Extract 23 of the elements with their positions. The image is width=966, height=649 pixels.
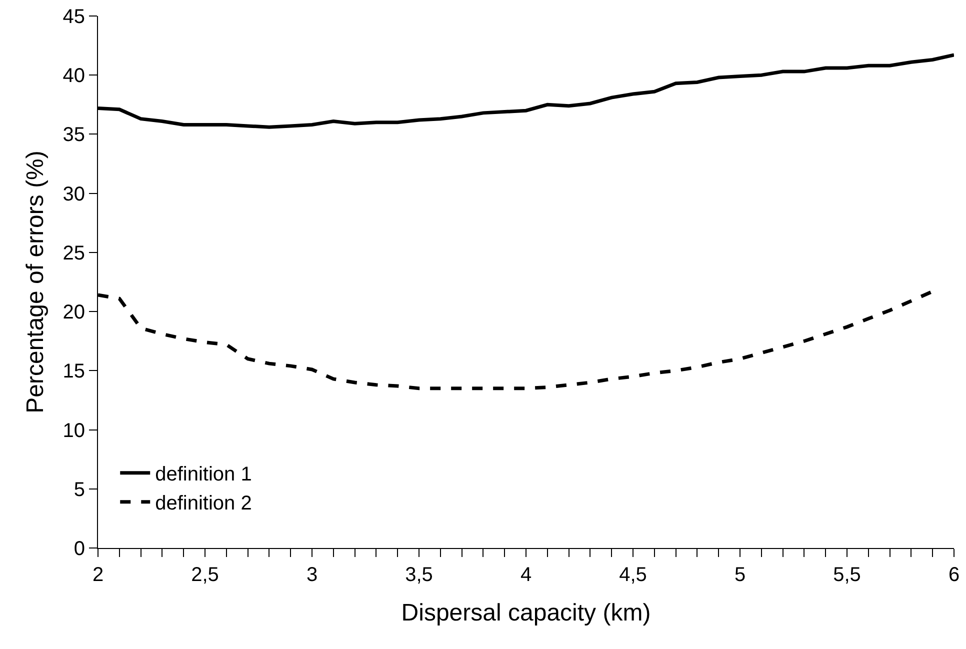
y-tick-label: 35	[62, 124, 85, 146]
y-tick-label: 25	[62, 242, 85, 264]
x-tick-label: 4,5	[619, 564, 647, 586]
y-tick-label: 0	[74, 538, 85, 560]
x-tick-label: 6	[948, 564, 960, 586]
y-tick-label: 40	[62, 65, 85, 88]
y-tick-label: 15	[62, 360, 85, 383]
y-tick-label: 10	[62, 420, 85, 442]
y-tick-label: 5	[74, 478, 85, 501]
legend-label: definition 1	[155, 464, 252, 486]
y-axis-title: Percentage of errors (%)	[22, 150, 49, 414]
y-tick-label: 45	[62, 6, 85, 28]
x-tick-label: 3,5	[405, 564, 433, 586]
x-tick-label: 3	[306, 564, 318, 586]
x-tick-label: 4	[520, 564, 532, 586]
x-axis-title: Dispersal capacity (km)	[401, 599, 651, 626]
x-tick-label: 5,5	[833, 564, 861, 586]
x-tick-label: 2	[92, 564, 104, 586]
y-tick-label: 20	[62, 302, 85, 324]
x-tick-label: 2,5	[191, 564, 219, 586]
x-tick-label: 5	[734, 564, 746, 586]
y-tick-label: 30	[62, 183, 85, 206]
legend-label: definition 2	[155, 492, 252, 515]
